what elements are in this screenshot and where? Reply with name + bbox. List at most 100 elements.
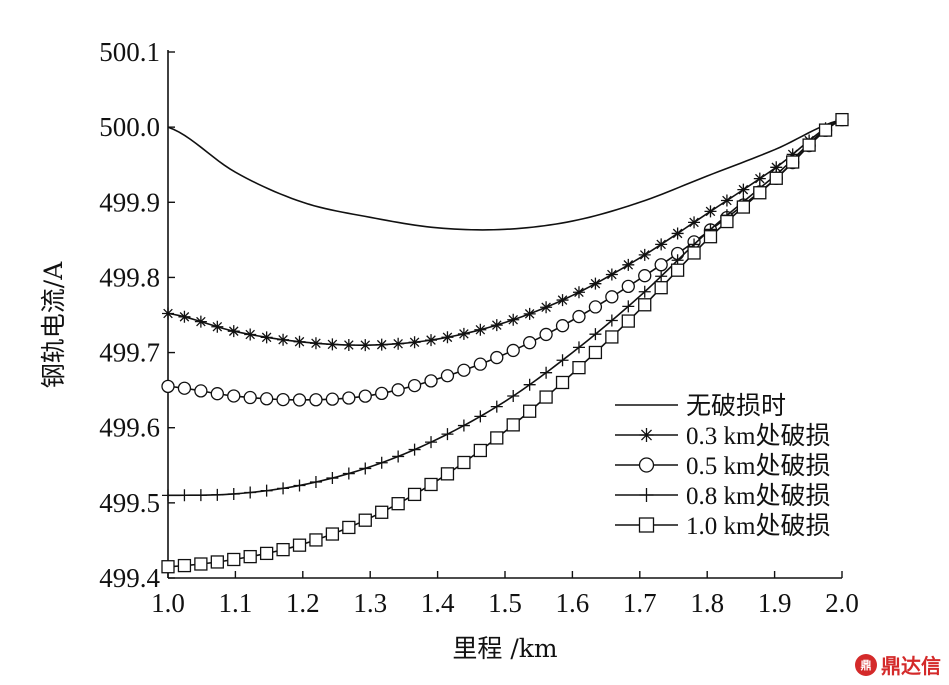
plus-marker: [375, 456, 388, 469]
plus-marker: [572, 341, 585, 354]
axes: 1.0 1.1 1.2 1.3 1.4 1.5 1.6 1.7 1.8 1.9 2.0 499.4 49…: [99, 37, 859, 618]
circle-marker: [473, 357, 487, 371]
square-marker: [621, 314, 635, 328]
series-5: [161, 112, 849, 574]
asterisk-marker: [326, 338, 339, 351]
x-tick-label: 1.7: [623, 588, 657, 618]
plus-marker: [342, 467, 355, 480]
circle-marker: [407, 378, 422, 393]
circle-marker: [638, 269, 652, 283]
square-marker: [506, 418, 520, 432]
plus-marker: [194, 489, 207, 502]
square-marker: [473, 443, 487, 458]
plus-marker: [227, 487, 240, 500]
asterisk-marker: [688, 216, 701, 229]
plus-marker: [490, 400, 503, 413]
plus-marker: [277, 482, 290, 495]
asterisk-marker: [540, 301, 553, 314]
circle-marker: [161, 379, 175, 394]
square-marker: [358, 513, 372, 527]
square-marker: [457, 455, 471, 470]
square-marker: [769, 171, 783, 185]
asterisk-marker: [507, 313, 520, 326]
circle-marker: [292, 393, 307, 407]
square-marker: [786, 155, 800, 169]
plus-marker: [474, 410, 487, 423]
plus-marker: [639, 488, 654, 502]
series-1: [167, 118, 843, 231]
square-marker: [523, 404, 537, 418]
circle-marker: [506, 343, 520, 358]
plus-marker: [293, 479, 306, 492]
legend-item-2: 0.3 km处破损: [615, 422, 830, 450]
series-line: [167, 118, 843, 346]
square-marker: [342, 520, 356, 535]
plus-marker: [211, 488, 224, 501]
asterisk-marker: [523, 307, 536, 320]
circle-marker: [572, 309, 586, 324]
square-marker: [375, 505, 389, 519]
circle-marker: [457, 363, 471, 377]
asterisk-marker: [638, 248, 651, 261]
circle-marker: [259, 392, 274, 406]
circle-marker: [654, 258, 668, 272]
asterisk-marker: [293, 335, 306, 348]
asterisk-marker: [277, 333, 290, 346]
legend-item-4: 0.8 km处破损: [615, 482, 830, 510]
x-tick-label: 1.4: [421, 588, 455, 618]
asterisk-marker: [474, 323, 487, 336]
square-marker: [555, 375, 570, 390]
asterisk-marker: [639, 428, 654, 442]
plus-marker: [392, 450, 405, 463]
y-tick-label: 500.0: [99, 112, 160, 142]
plus-marker: [244, 486, 257, 499]
circle-marker: [523, 336, 537, 350]
asterisk-marker: [737, 183, 750, 196]
watermark-text: 鼎达信: [881, 654, 941, 678]
y-tick-label: 500.1: [99, 37, 160, 67]
circle-marker: [605, 290, 619, 304]
square-marker: [736, 200, 751, 214]
plus-marker: [655, 270, 668, 283]
square-marker: [292, 538, 307, 552]
asterisk-marker: [178, 310, 191, 323]
circle-marker: [177, 381, 192, 395]
x-axis-label: 里程 /km: [452, 634, 558, 663]
circle-marker: [440, 369, 455, 383]
asterisk-marker: [704, 205, 717, 218]
circle-marker: [210, 387, 224, 401]
circle-marker: [490, 350, 504, 365]
square-marker: [391, 497, 405, 511]
asterisk-marker: [408, 336, 421, 349]
legend-item-3: 0.5 km处破损: [615, 452, 830, 480]
x-tick-label: 1.3: [353, 588, 387, 618]
plus-marker: [540, 366, 553, 379]
asterisk-marker: [162, 307, 174, 320]
circle-marker: [621, 279, 635, 294]
legend-label: 0.8 km处破损: [686, 482, 830, 510]
square-marker: [259, 546, 274, 561]
legend-item-5: 1.0 km处破损: [615, 512, 830, 540]
plus-marker: [523, 378, 536, 391]
plus-marker: [507, 390, 520, 403]
circle-marker: [227, 389, 241, 403]
square-marker: [588, 345, 603, 360]
asterisk-marker: [622, 258, 635, 271]
plus-marker: [359, 462, 372, 475]
square-marker: [440, 467, 455, 481]
square-marker: [407, 487, 422, 502]
square-marker: [638, 517, 655, 533]
square-marker: [227, 552, 241, 567]
asterisk-marker: [211, 320, 224, 333]
x-tick-label: 1.8: [690, 588, 724, 618]
plus-marker: [622, 300, 635, 313]
square-marker: [572, 360, 586, 375]
series-3: [161, 112, 849, 407]
square-marker: [243, 549, 257, 564]
circle-marker: [555, 319, 570, 333]
square-marker: [720, 214, 734, 229]
asterisk-marker: [227, 325, 240, 338]
plus-marker: [605, 314, 618, 327]
square-marker: [753, 186, 767, 200]
